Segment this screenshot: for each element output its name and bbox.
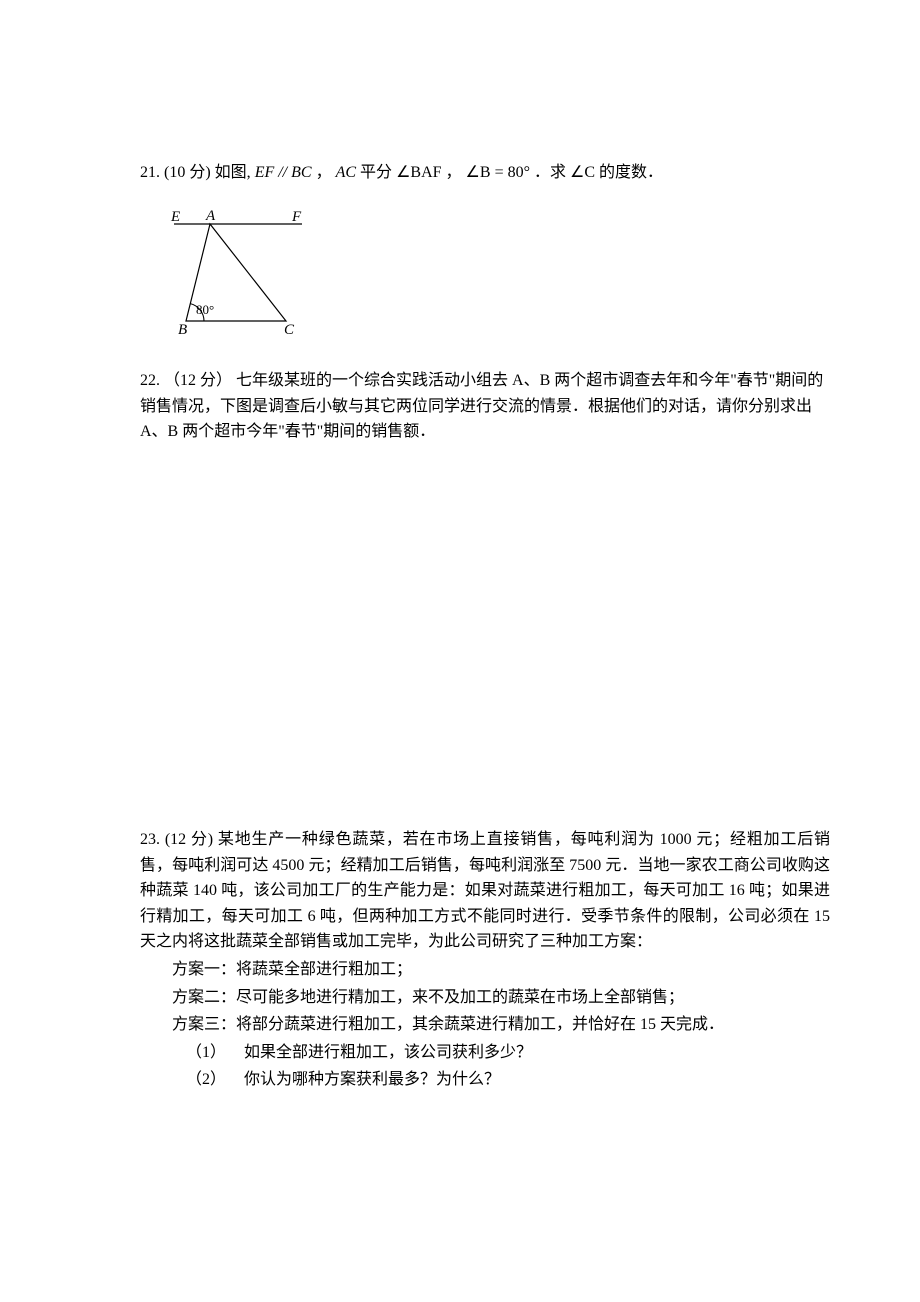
- page: 21. (10 分) 如图, EF // BC ， AC 平分 ∠BAF ， ∠…: [0, 0, 920, 1175]
- scheme-3: 方案三：将部分蔬菜进行粗加工，其余蔬菜进行精加工，并恰好在 15 天完成．: [172, 1012, 830, 1038]
- sep: ，: [446, 164, 466, 181]
- problem-number: 21.: [140, 164, 160, 181]
- sub-q1-text: 如果全部进行粗加工，该公司获利多少？: [244, 1044, 532, 1061]
- expr-baf: ∠BAF: [396, 164, 441, 181]
- problem-21-text: 21. (10 分) 如图, EF // BC ， AC 平分 ∠BAF ， ∠…: [140, 160, 663, 186]
- label-c: C: [284, 322, 295, 338]
- label-a: A: [205, 208, 216, 224]
- sub-q1-num: （1）: [186, 1040, 240, 1066]
- text-end: 的度数．: [599, 164, 663, 181]
- sub-q2-text: 你认为哪种方案获利最多？为什么？: [244, 1071, 500, 1088]
- problem-points: (10 分): [164, 164, 211, 181]
- text-suffix: ．求: [534, 164, 570, 181]
- label-angle-80: 80°: [196, 302, 214, 317]
- problem-22-figure-placeholder: [140, 445, 830, 805]
- text-prefix: 如图,: [215, 164, 255, 181]
- problem-number: 22.: [140, 372, 160, 389]
- label-e: E: [170, 209, 180, 225]
- text-bisect: 平分: [360, 164, 392, 181]
- problem-21-header: 21. (10 分) 如图, EF // BC ， AC 平分 ∠BAF ， ∠…: [140, 160, 830, 186]
- expr-c: ∠C: [570, 164, 595, 181]
- problem-23-body: 某地生产一种绿色蔬菜，若在市场上直接销售，每吨利润为 1000 元；经粗加工后销…: [140, 831, 830, 950]
- sub-question-2: （2） 你认为哪种方案获利最多？为什么？: [172, 1067, 830, 1093]
- problem-23: 23. (12 分) 某地生产一种绿色蔬菜，若在市场上直接销售，每吨利润为 10…: [140, 827, 830, 1093]
- expr-ac: AC: [336, 164, 356, 181]
- label-b: B: [178, 322, 187, 338]
- problem-22-body: 七年级某班的一个综合实践活动小组去 A、B 两个超市调查去年和今年"春节"期间的…: [140, 372, 823, 440]
- problem-21-figure: E A F B C 80°: [168, 206, 830, 347]
- sub-question-1: （1） 如果全部进行粗加工，该公司获利多少？: [172, 1040, 830, 1066]
- problem-23-schemes: 方案一：将蔬菜全部进行粗加工； 方案二：尽可能多地进行精加工，来不及加工的蔬菜在…: [140, 957, 830, 1093]
- expr-ef-bc: EF // BC: [255, 164, 312, 181]
- expr-b80: ∠B = 80°: [466, 164, 530, 181]
- problem-22-text-block: 22. （12 分） 七年级某班的一个综合实践活动小组去 A、B 两个超市调查去…: [140, 368, 830, 445]
- problem-22: 22. （12 分） 七年级某班的一个综合实践活动小组去 A、B 两个超市调查去…: [140, 368, 830, 805]
- sep: ，: [316, 164, 336, 181]
- problem-points: (12 分): [165, 831, 213, 848]
- problem-21: 21. (10 分) 如图, EF // BC ， AC 平分 ∠BAF ， ∠…: [140, 160, 830, 346]
- problem-23-text-block: 23. (12 分) 某地生产一种绿色蔬菜，若在市场上直接销售，每吨利润为 10…: [140, 827, 830, 955]
- sub-q2-num: （2）: [186, 1067, 240, 1093]
- problem-points: （12 分）: [164, 372, 232, 389]
- scheme-1: 方案一：将蔬菜全部进行粗加工；: [172, 957, 830, 983]
- scheme-2: 方案二：尽可能多地进行精加工，来不及加工的蔬菜在市场上全部销售；: [172, 985, 830, 1011]
- label-f: F: [291, 209, 302, 225]
- triangle-diagram: E A F B C 80°: [168, 206, 318, 338]
- problem-number: 23.: [140, 831, 160, 848]
